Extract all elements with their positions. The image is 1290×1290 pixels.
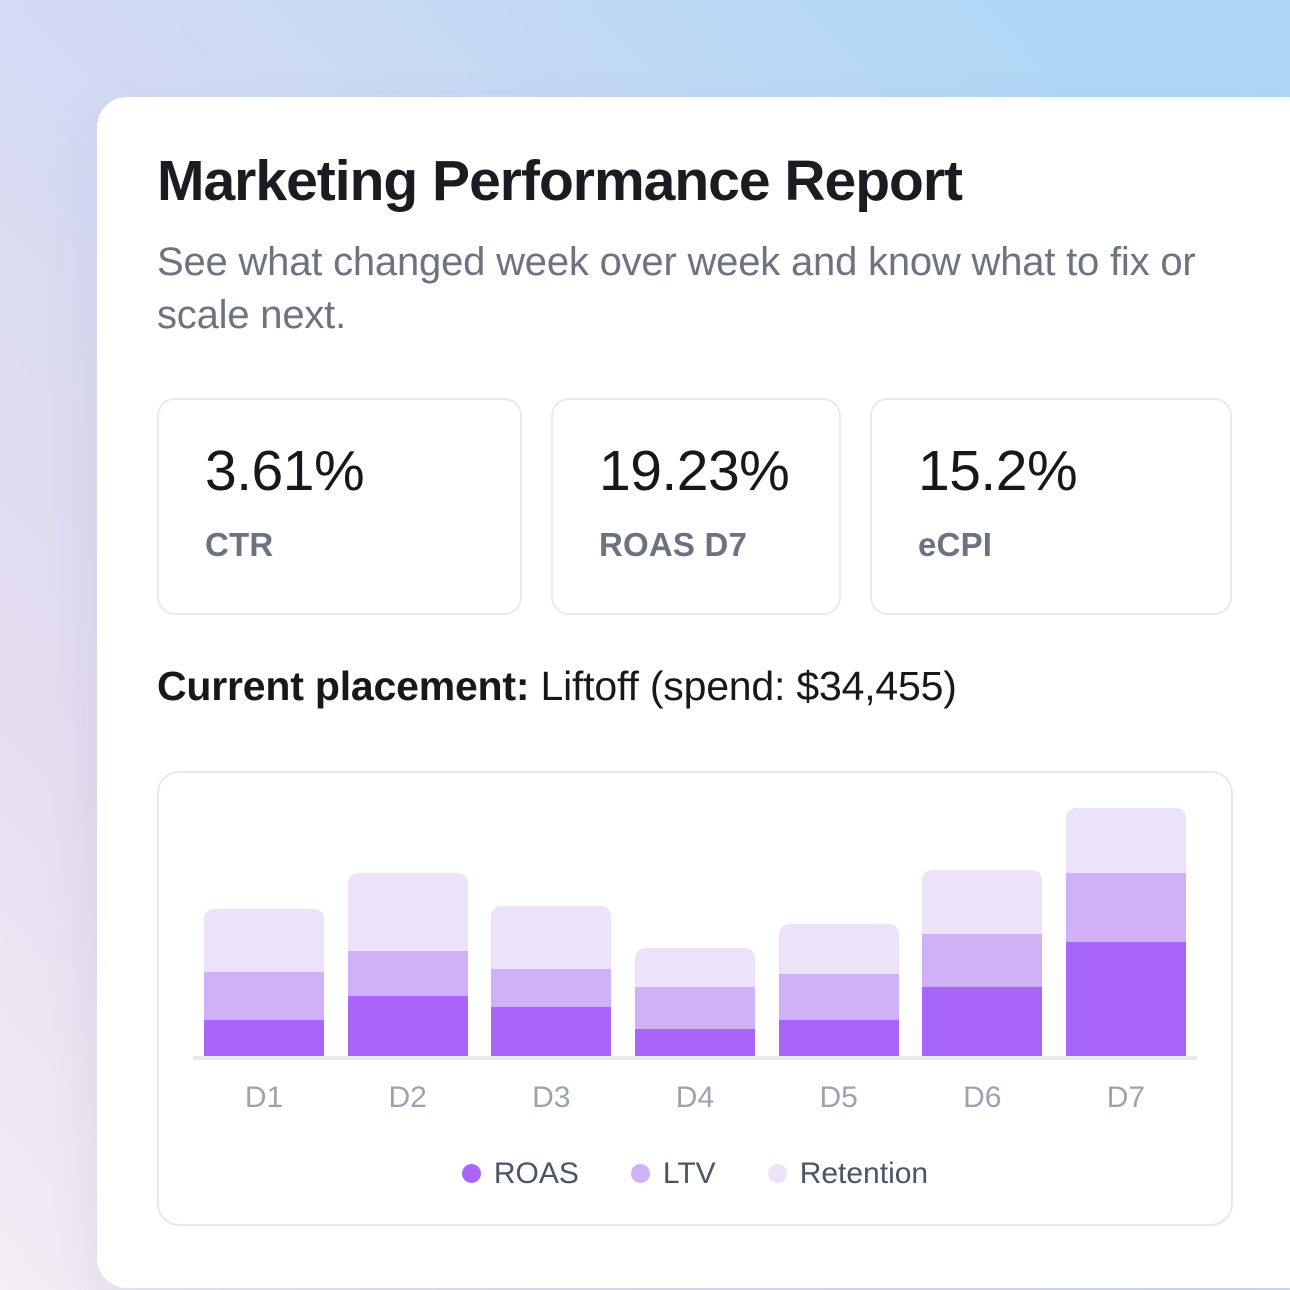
bar-segment-ltv — [634, 986, 755, 1029]
report-card: Marketing Performance Report See what ch… — [97, 97, 1290, 1288]
axis-label-d3: D3 — [532, 1080, 571, 1114]
bar-d5[interactable] — [778, 923, 899, 1056]
legend-dot-roas — [461, 1164, 481, 1184]
axis-label-d4: D4 — [675, 1080, 715, 1114]
legend-dot-ltv — [630, 1164, 650, 1184]
bar-segment-roas — [922, 986, 1043, 1056]
kpi-card-ctr: 3.61% CTR — [157, 397, 522, 615]
bar-segment-roas — [778, 1019, 899, 1056]
bar-segment-retention — [778, 923, 899, 974]
page-title: Marketing Performance Report — [157, 149, 963, 213]
bar-segment-retention — [922, 869, 1043, 934]
bar-segment-roas — [634, 1028, 755, 1056]
placement-line: Current placement: Liftoff (spend: $34,4… — [157, 663, 1232, 710]
legend-label: ROAS — [493, 1156, 579, 1190]
bar-segment-retention — [491, 905, 612, 969]
kpi-label: eCPI — [918, 525, 993, 563]
bar-segment-roas — [1065, 941, 1186, 1056]
bar-segment-roas — [347, 995, 468, 1056]
bar-segment-ltv — [491, 968, 612, 1007]
bars-row — [204, 807, 1186, 1056]
kpi-value: 3.61% — [205, 438, 365, 503]
chart-legend: ROAS LTV Retention — [159, 1157, 1231, 1191]
bar-segment-ltv — [1065, 872, 1186, 942]
kpi-label: ROAS D7 — [599, 525, 748, 563]
legend-label: Retention — [799, 1156, 929, 1190]
bar-d3[interactable] — [491, 905, 612, 1056]
bar-segment-retention — [634, 947, 755, 987]
bar-segment-ltv — [347, 950, 468, 996]
report-subtitle: See what changed week over week and know… — [157, 239, 1196, 337]
bar-segment-retention — [204, 908, 324, 972]
bar-segment-ltv — [922, 933, 1043, 987]
kpi-row: 3.61% CTR 19.23% ROAS D7 15.2% eCPI — [157, 397, 1232, 615]
bar-segment-ltv — [204, 971, 324, 1020]
kpi-card-ecpi: 15.2% eCPI — [870, 397, 1232, 615]
kpi-label: CTR — [205, 525, 274, 563]
bar-segment-retention — [1065, 807, 1186, 873]
axis-labels: D1 D2 D3 D4 D5 D6 D7 — [204, 1081, 1186, 1115]
placement-value: Liftoff (spend: $34,455) — [540, 662, 957, 709]
legend-label: LTV — [662, 1156, 716, 1190]
bar-d4[interactable] — [634, 947, 755, 1056]
kpi-value: 19.23% — [599, 438, 790, 503]
bar-segment-retention — [347, 872, 468, 951]
x-axis-line — [193, 1055, 1197, 1060]
legend-item-retention[interactable]: Retention — [767, 1156, 929, 1191]
bar-segment-roas — [491, 1006, 612, 1056]
chart-panel: D1 D2 D3 D4 D5 D6 D7 ROAS LTV Retention — [157, 770, 1233, 1226]
placement-label: Current placement: — [157, 662, 530, 709]
bar-segment-ltv — [778, 973, 899, 1020]
legend-dot-retention — [767, 1164, 787, 1184]
kpi-value: 15.2% — [918, 438, 1078, 503]
legend-item-roas[interactable]: ROAS — [461, 1156, 579, 1191]
bar-d6[interactable] — [922, 869, 1043, 1056]
bar-segment-roas — [204, 1019, 324, 1056]
axis-label-d6: D6 — [963, 1080, 1002, 1114]
axis-label-d2: D2 — [388, 1080, 427, 1114]
kpi-card-roas-d7: 19.23% ROAS D7 — [551, 397, 841, 615]
axis-label-d7: D7 — [1106, 1080, 1146, 1114]
axis-label-d1: D1 — [244, 1080, 284, 1114]
bar-d1[interactable] — [204, 908, 324, 1056]
legend-item-ltv[interactable]: LTV — [630, 1156, 716, 1191]
bar-d2[interactable] — [347, 872, 468, 1056]
bar-d7[interactable] — [1065, 807, 1186, 1056]
axis-label-d5: D5 — [819, 1080, 858, 1114]
